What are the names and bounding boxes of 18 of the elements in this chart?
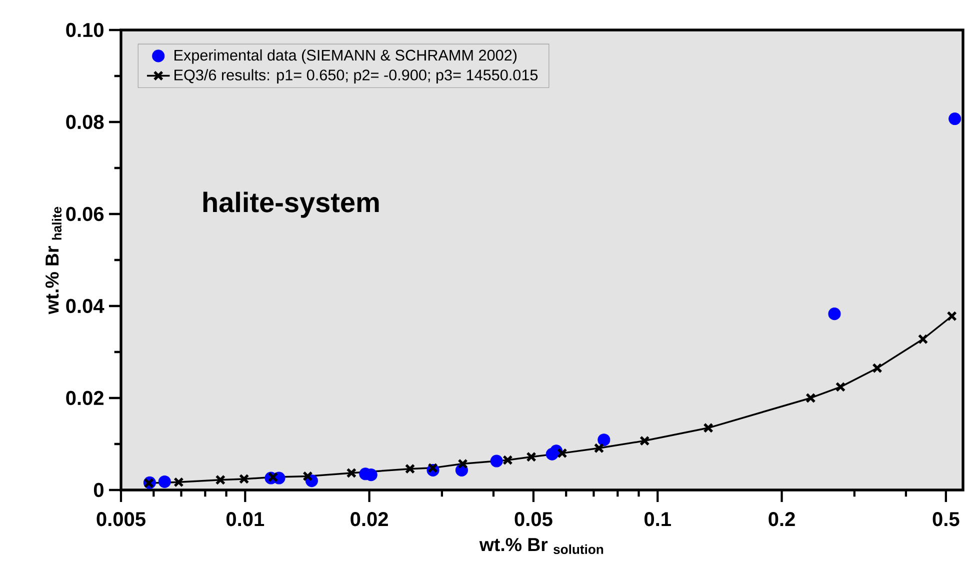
x-tick-label: 0.02 [350, 512, 388, 526]
y-tick-label: 0.08 [66, 114, 104, 130]
x-tick-label: 0.1 [644, 512, 671, 526]
legend-label: Experimental data (SIEMANN & SCHRAMM 2002) [174, 49, 517, 64]
x-axis-title: wt.% Br $_{solution}$ [479, 538, 604, 554]
legend-label: EQ3/6 results: p1= 0.650; p2= -0.900; p3= 14550.015 [174, 69, 538, 84]
y-tick-label: 0 [94, 482, 104, 498]
x-tick-label: 0.01 [226, 512, 264, 526]
x-tick-label: 0.5 [932, 512, 960, 526]
x-tick-label: 0.005 [96, 512, 146, 526]
y-tick-label: 0.10 [66, 22, 104, 38]
annotation: halite-system [203, 192, 379, 218]
x-tick-label: 0.2 [768, 512, 795, 526]
y-tick-label: 0.06 [66, 206, 104, 222]
y-axis-title: wt.% Br $_{halite}$ [46, 206, 62, 314]
x-tick-label: 0.05 [514, 512, 552, 526]
y-tick-label: 0.04 [66, 298, 104, 314]
y-tick-label: 0.02 [66, 390, 104, 406]
